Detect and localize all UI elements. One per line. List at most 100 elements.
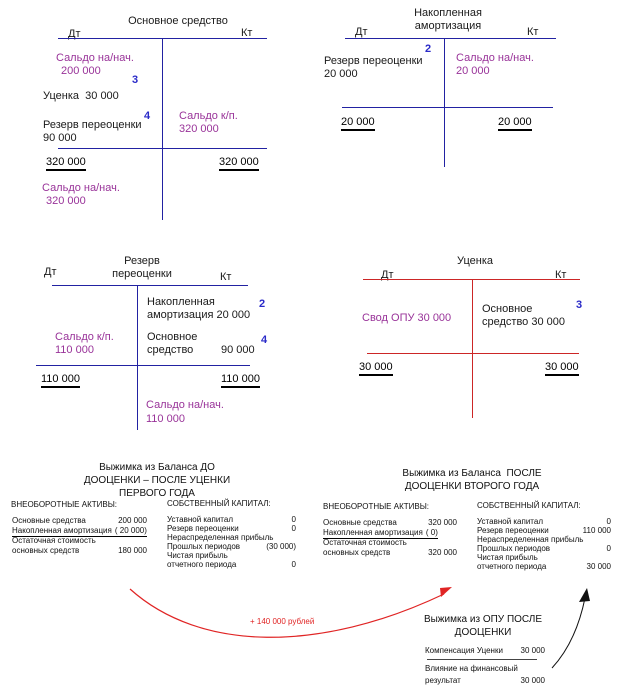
t2-opening-balance-label: Сальдо на/нач. (456, 52, 534, 64)
bb-assets-row-3: Остаточная стоимость (12, 536, 147, 545)
t1-credit-label: Кт (241, 27, 253, 39)
t1-opening-balance-value: 200 000 (61, 65, 101, 77)
t4-title: Уценка (456, 255, 494, 267)
bb-equity-row-1: Уставной капитал 0 (167, 515, 296, 524)
t3-title-line2: переоценки (112, 268, 172, 280)
t4-debit-label: Дт (381, 269, 394, 281)
ba-equity-row-3: Нераспределенная прибыль (477, 535, 611, 544)
t4-total-credit: 30 000 (545, 361, 579, 376)
row-label: Чистая прибыль (167, 551, 228, 560)
row-value: ( 20 000) (114, 526, 147, 535)
t4-pnl-entry: Свод ОПУ 30 000 (362, 312, 452, 324)
row-label: Влияние на финансовый (425, 664, 518, 673)
t2-debit-label: Дт (355, 26, 368, 38)
t3-new-opening-value: 110 000 (146, 413, 185, 425)
red-arrowhead-icon (440, 587, 452, 597)
t2-title-line2: амортизация (414, 20, 482, 32)
row-value: ( 0) (425, 528, 438, 537)
balance-before-equity-header: СОБСТВЕННЫЙ КАПИТАЛ: (167, 499, 271, 508)
balance-after-title-l2: ДООЦЕНКИ ВТОРОГО ГОДА (404, 481, 540, 492)
t3-totals-line (36, 365, 250, 367)
t3-credit-label: Кт (220, 271, 232, 283)
row-value: 0 (606, 544, 611, 553)
t3-fixed-asset-entry-l2: средство (147, 344, 194, 356)
t3-title-line1: Резерв (124, 255, 160, 267)
t2-credit-label: Кт (527, 26, 539, 38)
row-value: 200 000 (118, 516, 147, 525)
t1-reserve-entry-label: Резерв переоценки (43, 119, 142, 131)
balance-before-title-l2: ДООЦЕНКИ – ПОСЛЕ УЦЕНКИ (83, 475, 231, 486)
t3-total-debit: 110 000 (41, 373, 80, 388)
row-label: Нераспределенная прибыль (167, 533, 274, 542)
t1-totals-line (58, 148, 267, 150)
t3-total-credit: 110 000 (221, 373, 260, 388)
bb-equity-row-4: Прошлых периодов (30 000) (167, 542, 296, 551)
balance-before-title-l3: ПЕРВОГО ГОДА (119, 488, 195, 499)
row-label: основных средств (323, 548, 391, 557)
t4-fixed-asset-entry-l1: Основное (482, 303, 533, 315)
t1-markdown-entry: Уценка 30 000 (43, 90, 119, 102)
t3-amortization-entry-l2: амортизация 20 000 (147, 309, 251, 321)
ba-assets-row-1: Основные средства 320 000 (323, 518, 457, 527)
row-label: результат (425, 676, 461, 685)
t1-title: Основное средство (128, 15, 228, 27)
row-label: Накопленная амортизация (323, 528, 423, 537)
opu-row-impact-l2: результат 30 000 (425, 676, 545, 685)
ba-assets-row-2: Накопленная амортизация ( 0) (323, 528, 438, 539)
t1-closing-balance-value: 320 000 (179, 123, 219, 135)
t2-total-credit: 20 000 (498, 116, 532, 131)
t4-entry-ref-3: 3 (576, 299, 583, 311)
t3-amortization-entry-l1: Накопленная (147, 296, 215, 308)
t1-opening-balance-label: Сальдо на/нач. (56, 52, 134, 64)
t1-entry-ref-3: 3 (132, 74, 139, 86)
balance-after-assets-header: ВНЕОБОРОТНЫЕ АКТИВЫ: (323, 502, 430, 511)
t3-vertical-line (137, 285, 139, 430)
t4-totals-line (367, 353, 579, 355)
row-value: 320 000 (428, 548, 457, 557)
row-label: Остаточная стоимость (12, 536, 96, 545)
t2-entry-ref-2: 2 (425, 43, 432, 55)
row-label: Прошлых периодов (167, 542, 241, 551)
t1-new-opening-value: 320 000 (46, 195, 86, 207)
row-label: Прошлых периодов (477, 544, 551, 553)
row-label: отчетного периода (167, 560, 237, 569)
ba-assets-row-3: Остаточная стоимость (323, 538, 457, 547)
t1-closing-balance-label: Сальдо к/п. (179, 110, 238, 122)
row-label: Уставной капитал (477, 517, 543, 526)
ba-equity-row-6: отчетного периода 30 000 (477, 562, 611, 571)
row-label: Основные средства (12, 516, 86, 525)
opu-row-impact-l1: Влияние на финансовый (425, 664, 545, 673)
row-value: 30 000 (586, 562, 611, 571)
t1-entry-ref-4: 4 (144, 110, 151, 122)
row-label: Остаточная стоимость (323, 538, 407, 547)
ba-equity-row-4: Прошлых периодов 0 (477, 544, 611, 553)
opu-title-l2: ДООЦЕНКИ (454, 627, 512, 638)
t3-entry-ref-4: 4 (261, 334, 268, 346)
row-label: Чистая прибыль (477, 553, 538, 562)
opu-row-compensation: Компенсация Уценки 30 000 (425, 646, 545, 655)
row-label: Основные средства (323, 518, 397, 527)
bb-assets-row-2: Накопленная амортизация ( 20 000) (12, 526, 147, 537)
black-arrowhead-icon (579, 588, 590, 602)
row-value: 0 (291, 524, 296, 533)
bb-equity-row-5: Чистая прибыль (167, 551, 296, 560)
t4-total-debit: 30 000 (359, 361, 393, 376)
t3-fixed-asset-entry-value: 90 000 (221, 344, 255, 356)
row-label: отчетного периода (477, 562, 547, 571)
bb-equity-row-3: Нераспределенная прибыль (167, 533, 296, 542)
t3-closing-balance-label: Сальдо к/п. (55, 331, 114, 343)
t2-reserve-entry-value: 20 000 (324, 68, 358, 80)
t4-top-line (363, 279, 580, 281)
t1-vertical-line (162, 38, 164, 220)
bb-equity-row-6: отчетного периода 0 (167, 560, 296, 569)
t2-vertical-line (444, 38, 446, 167)
t3-entry-ref-2: 2 (259, 298, 266, 310)
row-label: Уставной капитал (167, 515, 233, 524)
row-label: Резерв переоценки (167, 524, 239, 533)
t2-top-line (345, 38, 556, 40)
row-value: 0 (291, 560, 296, 569)
t1-new-opening-label: Сальдо на/нач. (42, 182, 120, 194)
t1-total-debit: 320 000 (46, 156, 86, 171)
t4-vertical-line (472, 279, 474, 418)
ba-assets-row-4: основных средств 320 000 (323, 548, 457, 557)
